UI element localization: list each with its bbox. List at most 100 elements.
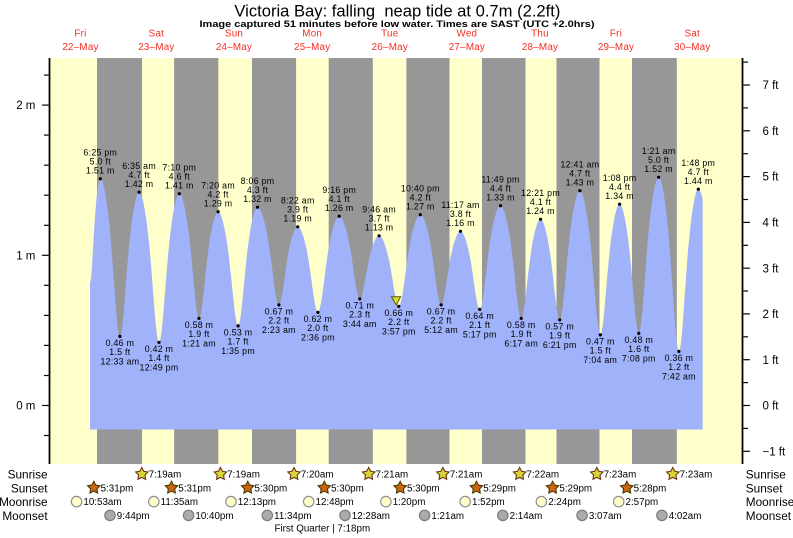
svg-text:0.57 m: 0.57 m [545, 321, 574, 331]
svg-text:2.2 ft: 2.2 ft [430, 316, 452, 326]
svg-text:0.36 m: 0.36 m [665, 353, 694, 363]
svg-text:0.64 m: 0.64 m [465, 311, 494, 321]
svg-text:1.13 m: 1.13 m [365, 223, 394, 233]
svg-text:11:34pm: 11:34pm [274, 511, 311, 522]
svg-text:7:21am: 7:21am [450, 470, 483, 481]
svg-text:1.16 m: 1.16 m [446, 218, 475, 228]
svg-text:2.0 ft: 2.0 ft [307, 323, 329, 333]
svg-text:Sunrise: Sunrise [746, 468, 786, 482]
svg-text:7:20am: 7:20am [301, 470, 334, 481]
svg-text:Fri: Fri [74, 29, 86, 40]
svg-text:1 m: 1 m [16, 250, 35, 262]
svg-text:2.3 ft: 2.3 ft [349, 310, 371, 320]
svg-text:0.62 m: 0.62 m [304, 314, 333, 324]
svg-text:0.48 m: 0.48 m [625, 335, 654, 345]
svg-text:First Quarter | 7:18pm: First Quarter | 7:18pm [274, 524, 370, 535]
svg-text:4.7 ft: 4.7 ft [569, 169, 591, 179]
svg-text:8:06 pm: 8:06 pm [241, 176, 275, 186]
svg-text:9:16 pm: 9:16 pm [322, 185, 356, 195]
svg-text:1:48 pm: 1:48 pm [681, 158, 715, 168]
svg-text:4.4 ft: 4.4 ft [609, 182, 631, 192]
svg-text:0.46 m: 0.46 m [106, 338, 135, 348]
svg-text:1.27 m: 1.27 m [406, 202, 435, 212]
svg-text:5:30pm: 5:30pm [331, 483, 364, 494]
svg-text:1.9 ft: 1.9 ft [511, 329, 533, 339]
svg-text:7:21am: 7:21am [376, 470, 409, 481]
svg-text:4 ft: 4 ft [763, 218, 780, 230]
svg-text:5:30pm: 5:30pm [255, 483, 288, 494]
svg-text:5:31pm: 5:31pm [178, 483, 211, 494]
svg-text:12:33 am: 12:33 am [100, 356, 139, 366]
svg-text:23–May: 23–May [138, 42, 174, 53]
svg-text:1:20pm: 1:20pm [393, 497, 426, 508]
svg-text:1.7 ft: 1.7 ft [227, 337, 249, 347]
svg-text:4.1 ft: 4.1 ft [530, 197, 552, 207]
svg-text:12:13pm: 12:13pm [238, 497, 276, 508]
svg-text:6:21 pm: 6:21 pm [543, 340, 577, 350]
svg-text:1.2 ft: 1.2 ft [668, 362, 690, 372]
svg-text:1.44 m: 1.44 m [684, 176, 713, 186]
svg-text:7:19am: 7:19am [227, 470, 260, 481]
svg-text:0 m: 0 m [16, 401, 35, 413]
svg-text:5:31pm: 5:31pm [101, 483, 134, 494]
svg-text:1.52 m: 1.52 m [644, 164, 673, 174]
svg-text:Sunrise: Sunrise [8, 468, 48, 482]
svg-text:2 m: 2 m [16, 100, 35, 112]
svg-text:7 ft: 7 ft [763, 80, 780, 92]
svg-text:Image captured 51 minutes befo: Image captured 51 minutes before low wat… [200, 19, 595, 30]
svg-text:1.5 ft: 1.5 ft [590, 346, 612, 356]
svg-text:7:22am: 7:22am [526, 470, 559, 481]
svg-text:Moonrise: Moonrise [746, 495, 793, 509]
svg-text:3:57 pm: 3:57 pm [382, 326, 416, 336]
svg-text:12:21 pm: 12:21 pm [521, 188, 560, 198]
svg-text:4.4 ft: 4.4 ft [490, 184, 512, 194]
svg-text:5 ft: 5 ft [763, 172, 780, 184]
svg-text:1.6 ft: 1.6 ft [628, 344, 650, 354]
svg-text:11:17 am: 11:17 am [441, 200, 479, 210]
svg-text:4.1 ft: 4.1 ft [329, 194, 351, 204]
svg-text:6:17 am: 6:17 am [504, 338, 538, 348]
svg-text:9:46 am: 9:46 am [362, 205, 396, 215]
svg-text:2:14am: 2:14am [510, 511, 543, 522]
svg-text:1.19 m: 1.19 m [283, 214, 312, 224]
svg-text:0.67 m: 0.67 m [265, 306, 294, 316]
svg-text:25–May: 25–May [294, 42, 330, 53]
svg-text:30–May: 30–May [674, 42, 710, 53]
svg-text:26–May: 26–May [372, 42, 408, 53]
svg-text:1.24 m: 1.24 m [526, 206, 555, 216]
svg-text:1:08 pm: 1:08 pm [603, 173, 637, 183]
svg-text:1.43 m: 1.43 m [566, 178, 595, 188]
svg-text:0.66 m: 0.66 m [385, 308, 414, 318]
svg-text:7:23am: 7:23am [680, 470, 713, 481]
svg-text:1.42 m: 1.42 m [125, 179, 154, 189]
svg-text:Moonset: Moonset [2, 509, 48, 523]
svg-text:1.26 m: 1.26 m [325, 203, 354, 213]
svg-text:5.0 ft: 5.0 ft [90, 157, 112, 167]
svg-text:0.58 m: 0.58 m [507, 320, 536, 330]
svg-text:Fri: Fri [610, 29, 622, 40]
svg-text:1.34 m: 1.34 m [605, 191, 634, 201]
svg-text:1.29 m: 1.29 m [204, 199, 233, 209]
svg-text:1:21 am: 1:21 am [182, 338, 216, 348]
svg-text:1.41 m: 1.41 m [165, 181, 194, 191]
svg-text:1.9 ft: 1.9 ft [549, 331, 571, 341]
svg-text:10:40 pm: 10:40 pm [401, 184, 440, 194]
svg-text:0.67 m: 0.67 m [427, 306, 456, 316]
svg-text:2:24pm: 2:24pm [548, 497, 581, 508]
svg-text:2:57pm: 2:57pm [626, 497, 659, 508]
svg-text:2:23 am: 2:23 am [262, 325, 296, 335]
svg-text:2 ft: 2 ft [763, 309, 780, 321]
svg-text:Sunset: Sunset [746, 481, 783, 495]
svg-text:Sat: Sat [685, 29, 700, 40]
svg-text:28–May: 28–May [522, 42, 558, 53]
svg-text:2:36 pm: 2:36 pm [301, 332, 335, 342]
svg-text:Mon: Mon [302, 29, 322, 40]
svg-text:Thu: Thu [531, 29, 549, 40]
svg-text:0.47 m: 0.47 m [586, 336, 615, 346]
svg-text:29–May: 29–May [598, 42, 634, 53]
svg-text:3 ft: 3 ft [763, 263, 780, 275]
svg-text:12:49 pm: 12:49 pm [140, 362, 179, 372]
svg-text:3.8 ft: 3.8 ft [450, 209, 472, 219]
svg-text:9:44pm: 9:44pm [117, 511, 150, 522]
svg-text:2.2 ft: 2.2 ft [268, 316, 290, 326]
